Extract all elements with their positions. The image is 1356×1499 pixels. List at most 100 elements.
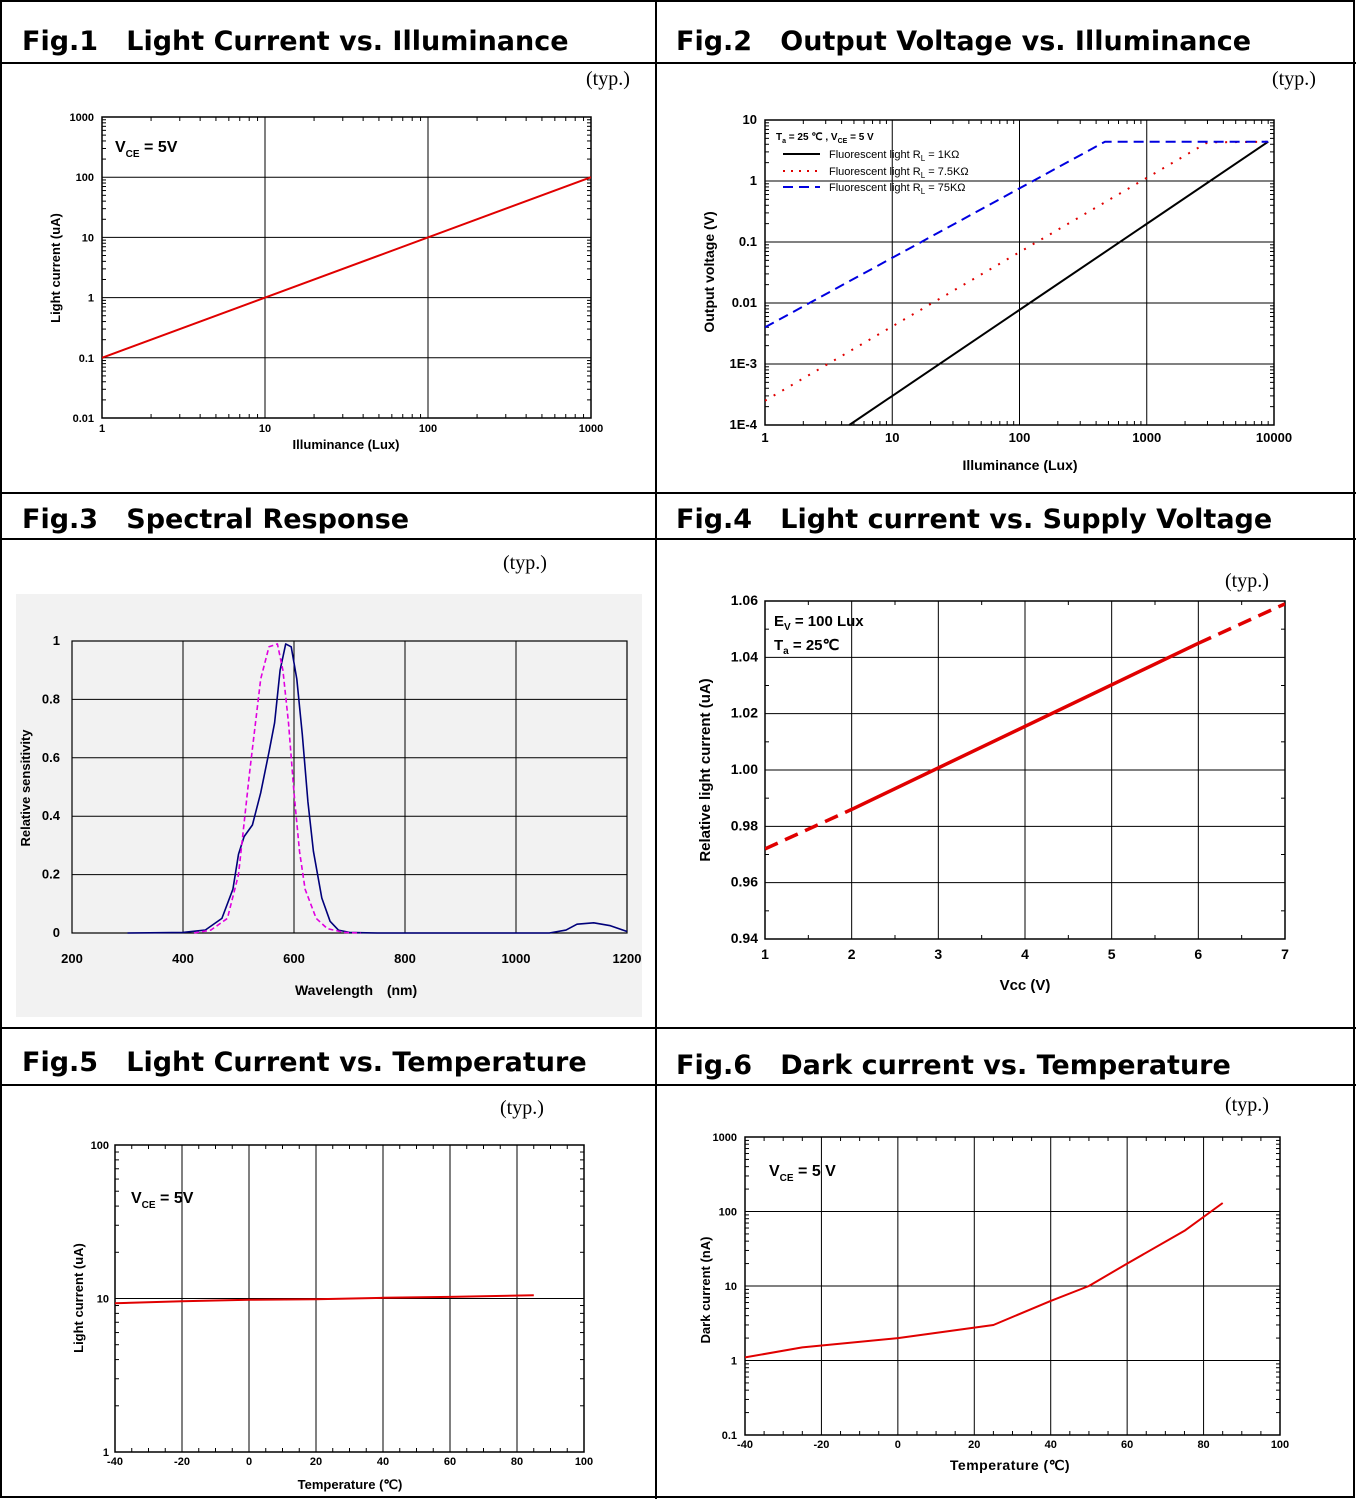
series-line-1	[745, 1202, 1224, 1359]
y-tick-label: 0.01	[73, 413, 94, 425]
x-tick-label: 100	[1009, 430, 1031, 445]
x-tick-label: 20	[310, 1456, 322, 1468]
fig1-condition: VCE = 5V	[115, 139, 178, 160]
x-tick-label: 3	[934, 946, 942, 962]
series-line-1	[765, 807, 853, 851]
fig2-title: Fig.2 Output Voltage vs. Illuminance	[676, 26, 1252, 57]
x-tick-label: 1	[761, 946, 769, 962]
plot-frame	[101, 116, 592, 419]
fig6-condition: VCE = 5 V	[769, 1163, 836, 1184]
x-tick-label: 1000	[502, 951, 531, 966]
x-tick-label: 80	[511, 1456, 523, 1468]
x-tick-label: -20	[174, 1456, 190, 1468]
fig3-title: Fig.3 Spectral Response	[22, 504, 410, 535]
y-tick-label: 1000	[713, 1132, 737, 1144]
x-tick-label: 200	[61, 951, 83, 966]
x-tick-label: 800	[394, 951, 416, 966]
x-tick-label: 80	[1197, 1439, 1209, 1451]
y-tick-label: 1E-4	[730, 417, 758, 432]
fig3-xunit: (nm)	[387, 982, 417, 998]
x-tick-label: 2	[848, 946, 856, 962]
x-tick-label: 40	[1045, 1439, 1057, 1451]
y-tick-label: 0.4	[42, 808, 61, 823]
fig3-xlabel: Wavelength	[295, 982, 373, 998]
series-line-1	[127, 643, 627, 934]
fig1-typ-label: (typ.)	[586, 68, 630, 90]
x-tick-label: 40	[377, 1456, 389, 1468]
fig2-ylabel: Output voltage (V)	[701, 211, 717, 332]
y-tick-label: 0.1	[79, 353, 94, 365]
y-tick-label: 1	[731, 1356, 737, 1368]
fig6-ylabel: Dark current (nA)	[698, 1237, 713, 1344]
fig4-xlabel: Vcc (V)	[1000, 977, 1051, 994]
fig4-condition-temperature: Ta = 25℃	[774, 637, 840, 657]
fig6-typ-label: (typ.)	[1225, 1094, 1269, 1116]
x-tick-label: 1000	[579, 423, 603, 435]
x-tick-label: 10	[885, 430, 899, 445]
series-line-1	[115, 1294, 534, 1305]
x-tick-label: 1000	[1132, 430, 1161, 445]
y-tick-label: 0.2	[42, 867, 60, 882]
y-tick-label: 0.1	[739, 234, 757, 249]
x-tick-label: 100	[419, 423, 437, 435]
plot-frame	[114, 1144, 585, 1453]
fig3-chart: 200 400 600 800 1000 1200 0 0.2 0.4 0.6 0.8 1 Wavel…	[16, 594, 642, 1017]
x-tick-label: 1	[761, 430, 768, 445]
y-tick-label: 1	[88, 293, 94, 305]
y-tick-label: 0.98	[731, 817, 758, 833]
x-tick-label: 100	[1271, 1439, 1289, 1451]
x-tick-label: 1200	[613, 951, 642, 966]
y-tick-label: 10	[97, 1294, 109, 1306]
series-line-2	[765, 140, 1269, 402]
fig5-condition: VCE = 5V	[131, 1190, 194, 1211]
fig2-condition: Ta = 25 ℃ , VCE = 5 V	[776, 132, 874, 145]
fig4-title: Fig.4 Light current vs. Supply Voltage	[676, 504, 1273, 535]
fig2-typ-label: (typ.)	[1272, 68, 1316, 90]
x-tick-label: 1	[99, 423, 105, 435]
x-tick-label: -40	[107, 1456, 123, 1468]
y-tick-label: 0	[53, 925, 60, 940]
x-tick-label: 7	[1281, 946, 1289, 962]
y-tick-label: 100	[719, 1207, 737, 1219]
x-tick-label: 400	[172, 951, 194, 966]
y-tick-label: 1.06	[731, 592, 758, 608]
x-tick-label: -20	[813, 1439, 829, 1451]
fig2-legend-1kohm: Fluorescent light RL = 1KΩ	[829, 149, 959, 163]
fig2-xlabel: Illuminance (Lux)	[962, 457, 1077, 473]
fig4-condition-illuminance: EV = 100 Lux	[774, 613, 864, 633]
y-tick-label: 1.04	[731, 648, 758, 664]
x-tick-label: 10000	[1256, 430, 1292, 445]
y-tick-label: 100	[91, 1140, 109, 1152]
y-tick-label: 10	[725, 1281, 737, 1293]
y-tick-label: 0.1	[722, 1430, 737, 1442]
series-line-3	[1197, 602, 1285, 645]
fig6-title: Fig.6 Dark current vs. Temperature	[676, 1050, 1231, 1081]
y-tick-label: 1	[103, 1447, 109, 1459]
y-tick-label: 1	[53, 633, 60, 648]
fig1-chart: 1 10 100 1000 0.01 0.1 1 10 100 1000 VCE = 5V Ill…	[48, 112, 603, 452]
x-tick-label: 5	[1108, 946, 1116, 962]
fig5-chart: -40 -20 0 20 40 60 80 100 1 10 100 VCE = 5V Temper…	[71, 1140, 593, 1492]
fig3-ylabel: Relative sensitivity	[18, 729, 33, 847]
y-tick-label: 1000	[70, 112, 94, 124]
series-line-3	[765, 140, 1269, 329]
y-tick-label: 10	[743, 112, 757, 127]
x-tick-label: 600	[283, 951, 305, 966]
plot-frame	[764, 119, 1275, 426]
y-tick-label: 1	[750, 173, 757, 188]
x-tick-label: 10	[259, 423, 271, 435]
x-tick-label: -40	[737, 1439, 753, 1451]
fig4-ylabel: Relative light current (uA)	[697, 678, 714, 861]
y-tick-label: 100	[76, 172, 94, 184]
series-line-2	[850, 641, 1200, 811]
x-tick-label: 0	[246, 1456, 252, 1468]
fig4-typ-label: (typ.)	[1225, 570, 1269, 592]
fig6-chart: -40 -20 0 20 40 60 80 100 0.1 1 10 100 1000 VCE = 5 …	[698, 1132, 1289, 1473]
x-tick-label: 60	[444, 1456, 456, 1468]
fig5-title: Fig.5 Light Current vs. Temperature	[22, 1047, 587, 1078]
fig1-title: Fig.1 Light Current vs. Illuminance	[22, 26, 569, 57]
fig2-legend-75kohm: Fluorescent light RL = 75KΩ	[829, 182, 966, 196]
fig2-legend: Ta = 25 ℃ , VCE = 5 V Fluorescent light …	[776, 132, 969, 196]
x-tick-label: 4	[1021, 946, 1029, 962]
